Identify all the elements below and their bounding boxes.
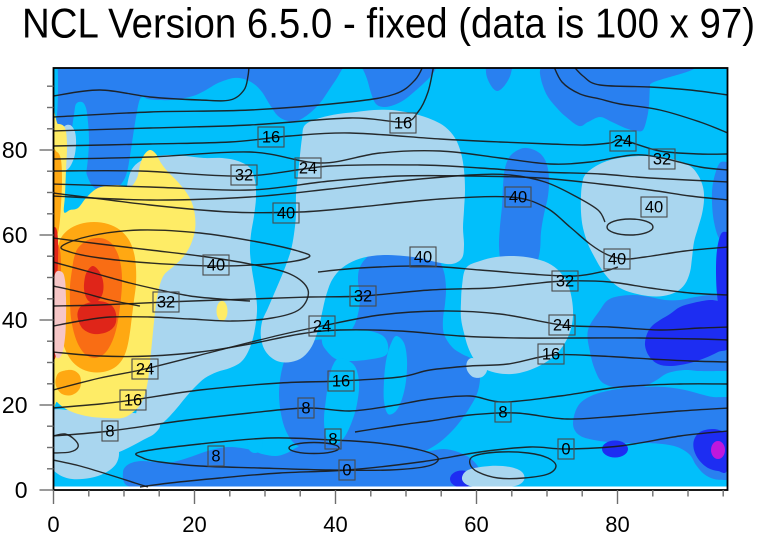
svg-text:40: 40	[608, 251, 626, 269]
svg-text:16: 16	[262, 129, 280, 147]
svg-text:80: 80	[605, 512, 629, 537]
svg-text:60: 60	[464, 512, 488, 537]
svg-text:24: 24	[614, 133, 632, 151]
svg-text:32: 32	[556, 273, 574, 291]
svg-text:0: 0	[47, 512, 59, 537]
svg-text:40: 40	[207, 257, 225, 275]
svg-text:8: 8	[328, 431, 337, 449]
svg-text:20: 20	[2, 392, 28, 418]
svg-text:0: 0	[561, 441, 570, 459]
svg-text:16: 16	[542, 346, 560, 364]
svg-text:16: 16	[124, 392, 142, 410]
svg-text:8: 8	[105, 423, 114, 441]
svg-text:16: 16	[332, 373, 350, 391]
svg-text:20: 20	[182, 512, 206, 537]
svg-text:24: 24	[136, 361, 154, 379]
svg-text:24: 24	[313, 318, 331, 336]
svg-text:32: 32	[653, 151, 671, 169]
svg-text:40: 40	[645, 199, 663, 217]
svg-text:80: 80	[2, 137, 28, 163]
svg-text:40: 40	[323, 512, 347, 537]
svg-text:40: 40	[414, 249, 432, 267]
svg-text:0: 0	[15, 477, 28, 503]
svg-text:32: 32	[157, 294, 175, 312]
svg-text:32: 32	[354, 288, 372, 306]
svg-text:8: 8	[211, 448, 220, 466]
svg-text:32: 32	[235, 167, 253, 185]
svg-text:8: 8	[301, 400, 310, 418]
svg-text:24: 24	[553, 317, 571, 335]
svg-text:40: 40	[277, 205, 295, 223]
svg-text:NCL Version 6.5.0 - fixed (dat: NCL Version 6.5.0 - fixed (data is 100 x…	[22, 0, 755, 47]
svg-text:0: 0	[342, 462, 351, 480]
svg-text:40: 40	[509, 189, 527, 207]
svg-text:8: 8	[498, 404, 507, 422]
svg-text:24: 24	[299, 160, 317, 178]
svg-text:40: 40	[2, 307, 28, 333]
svg-text:60: 60	[2, 222, 28, 248]
svg-text:16: 16	[394, 115, 412, 133]
